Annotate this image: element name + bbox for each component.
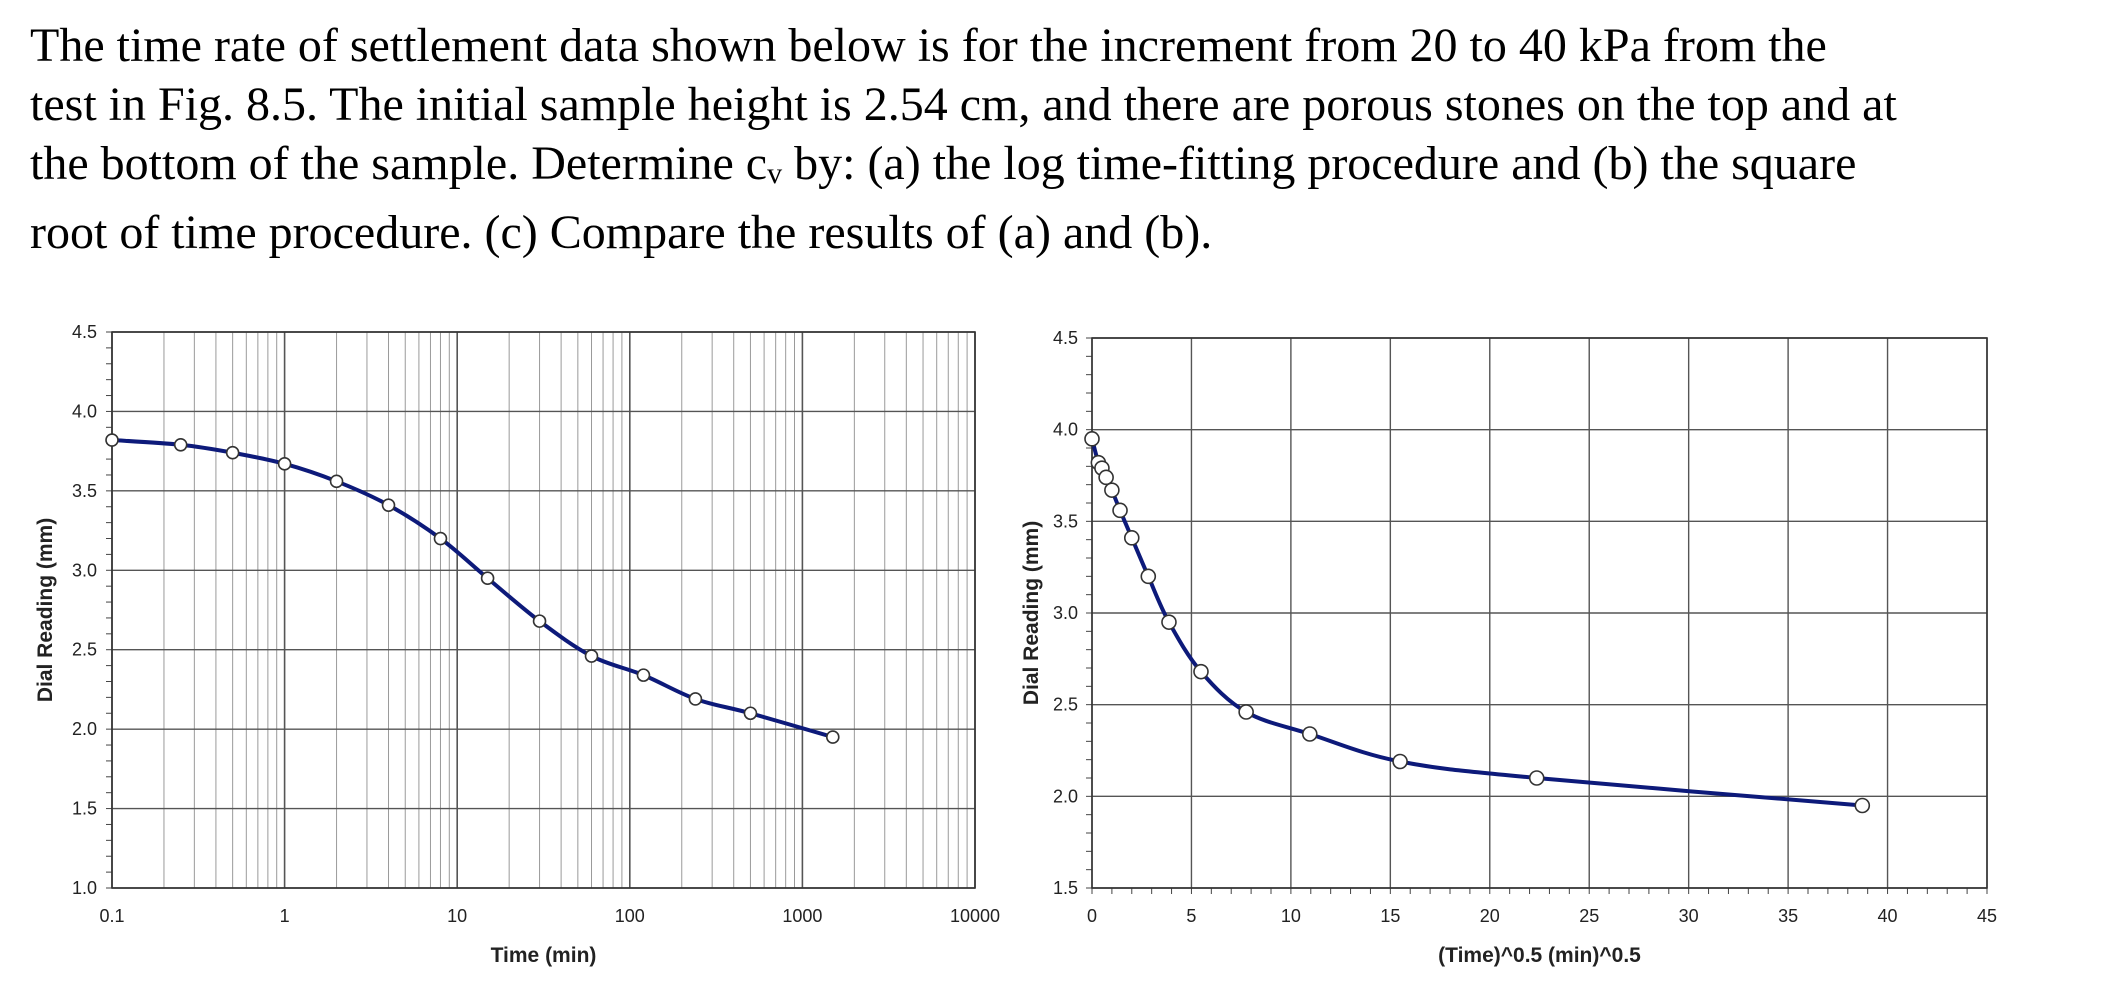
plot-frame: [1091, 337, 1988, 889]
data-point: [743, 706, 758, 721]
y-tick-label: 3.0: [1053, 603, 1078, 623]
data-point: [173, 437, 188, 452]
data-point: [1301, 726, 1318, 742]
y-tick-label: 3.5: [72, 481, 97, 501]
data-point: [1123, 530, 1140, 546]
y-tick-label: 1.5: [1053, 878, 1078, 898]
y-tick-label: 2.0: [1053, 786, 1078, 806]
x-tick-label: 30: [1679, 906, 1699, 926]
problem-statement: The time rate of settlement data shown b…: [30, 16, 2090, 262]
y-tick-label: 4.5: [1053, 328, 1078, 348]
y-tick-label: 4.0: [72, 401, 97, 421]
problem-line-3b: by: (a) the log time-fitting procedure a…: [782, 137, 1857, 190]
x-tick-label: 20: [1480, 906, 1500, 926]
x-tick-label: 0.1: [99, 906, 124, 926]
settlement-curve: [1090, 438, 1863, 808]
data-point: [688, 692, 703, 706]
x-tick-label: 45: [1977, 906, 1997, 926]
data-point: [1104, 482, 1120, 498]
data-point: [1854, 797, 1871, 814]
plot-frame: [111, 331, 976, 889]
y-tick-label: 2.5: [72, 640, 97, 660]
y-tick-label: 2.5: [1053, 695, 1078, 715]
y-axis-title: Dial Reading (mm): [1020, 521, 1043, 705]
data-point: [1392, 753, 1408, 770]
data-point: [329, 474, 344, 489]
x-tick-label: 10: [447, 906, 467, 926]
x-tick-label: 35: [1778, 906, 1798, 926]
y-tick-label: 2.0: [72, 719, 97, 739]
data-point: [1140, 568, 1157, 585]
problem-line-4: root of time procedure. (c) Compare the …: [30, 206, 1213, 259]
y-tick-label: 3.0: [72, 560, 97, 580]
data-point: [636, 668, 651, 682]
x-tick-label: 1: [280, 906, 290, 926]
y-tick-label: 1.0: [72, 878, 97, 898]
data-point: [225, 445, 240, 460]
problem-line-1: The time rate of settlement data shown b…: [30, 19, 1827, 72]
data-point: [105, 433, 119, 447]
data-point: [532, 614, 547, 628]
grid: [106, 331, 976, 889]
x-tick-label: 40: [1878, 906, 1898, 926]
data-point: [584, 649, 599, 663]
data-point: [1238, 704, 1254, 720]
x-tick-label: 5: [1186, 906, 1196, 926]
data-point: [277, 457, 292, 471]
y-tick-label: 4.5: [72, 322, 97, 342]
x-tick-label: 0: [1087, 906, 1097, 926]
y-tick-label: 4.0: [1053, 420, 1078, 440]
x-tick-label: 10: [1281, 906, 1301, 926]
x-tick-label: 25: [1579, 906, 1599, 926]
problem-line-3a: the bottom of the sample. Determine c: [30, 137, 768, 190]
data-point: [381, 498, 396, 512]
x-tick-label: 1000: [782, 906, 822, 926]
data-point: [1161, 614, 1177, 630]
data-point: [433, 531, 448, 546]
data-point: [1084, 431, 1100, 447]
data-point: [1193, 663, 1209, 680]
y-tick-label: 1.5: [72, 799, 97, 819]
x-axis-title: (Time)^0.5 (min)^0.5: [1438, 944, 1641, 967]
data-point: [1098, 469, 1114, 486]
log-time-chart: 0.1 1 10 100 1000 10000 1.0 1.5 2.0 2.5 3.0 3.5 4.0 4…: [34, 322, 1000, 967]
cv-subscript: v: [767, 157, 783, 190]
x-tick-label: 100: [615, 906, 645, 926]
settlement-curve: [111, 438, 834, 740]
data-point: [1528, 770, 1545, 786]
y-axis-title: Dial Reading (mm): [34, 518, 57, 702]
x-tick-label: 15: [1380, 906, 1400, 926]
grid: [1086, 337, 1988, 894]
sqrt-time-chart: 0 5 10 15 20 25 30 35 40 45 1.5 2.0 2.5 3.0 3.5 4.0 4.5 (…: [1020, 328, 1997, 967]
x-tick-label: 10000: [950, 906, 1000, 926]
problem-line-3: the bottom of the sample. Determine cv b…: [30, 134, 2090, 203]
data-point: [480, 571, 495, 586]
problem-line-2: test in Fig. 8.5. The initial sample hei…: [30, 78, 1897, 131]
y-tick-label: 3.5: [1053, 511, 1078, 531]
data-point: [1112, 502, 1128, 519]
data-point: [825, 730, 840, 744]
x-axis-title: Time (min): [491, 944, 597, 967]
